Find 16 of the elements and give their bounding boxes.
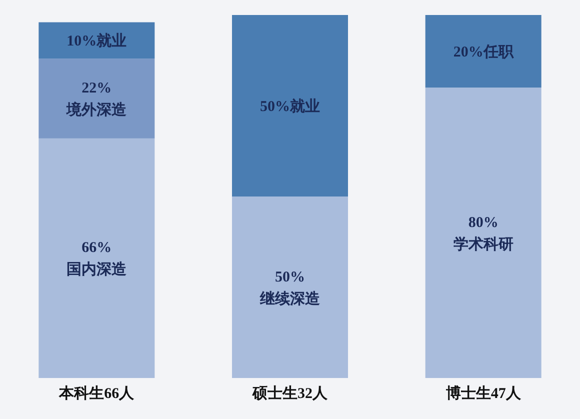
x-tick-label: 博士生47人 bbox=[444, 385, 522, 402]
bar bbox=[425, 15, 542, 88]
bar bbox=[38, 58, 155, 138]
data-label: 50%就业 bbox=[260, 98, 320, 115]
bar bbox=[425, 88, 542, 378]
data-label: 80% 学术科研 bbox=[453, 214, 514, 253]
data-label: 50% 继续深造 bbox=[259, 269, 321, 308]
data-label: 22% 境外深造 bbox=[66, 80, 128, 118]
bar bbox=[232, 196, 348, 378]
data-label: 10%就业 bbox=[66, 32, 127, 50]
x-tick-label: 硕士生32人 bbox=[252, 385, 328, 402]
x-tick-label: 本科生66人 bbox=[58, 385, 136, 402]
bar bbox=[232, 15, 348, 196]
data-label: 20%任职 bbox=[453, 43, 514, 60]
data-label: 66% 国内深造 bbox=[66, 240, 128, 278]
bar bbox=[38, 138, 155, 378]
